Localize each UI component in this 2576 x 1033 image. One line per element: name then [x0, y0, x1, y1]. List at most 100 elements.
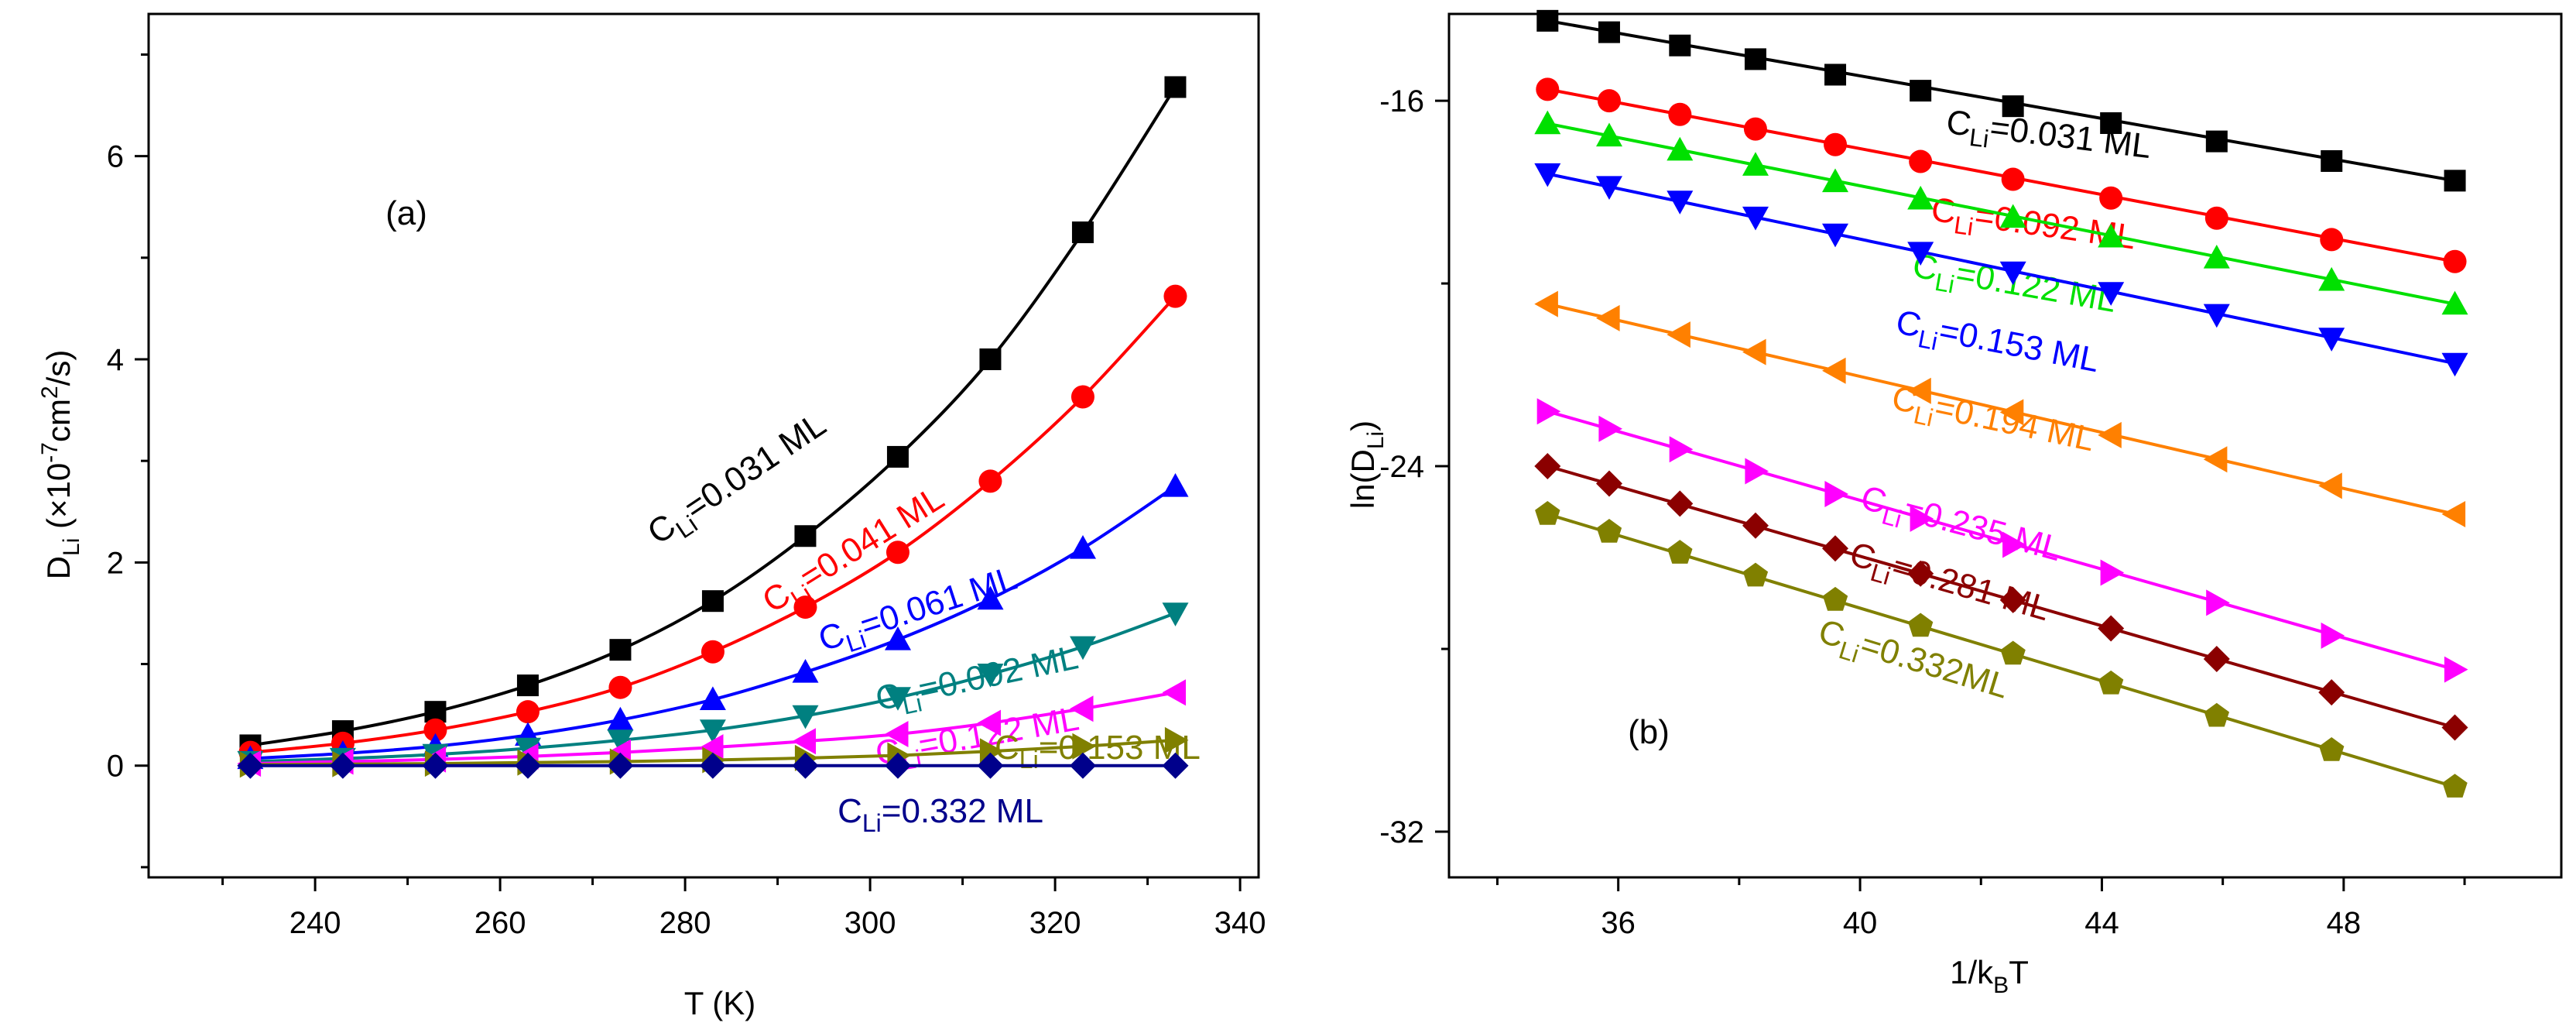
data-point: [2100, 112, 2122, 134]
data-point: [1667, 490, 1694, 517]
data-point: [516, 674, 539, 697]
series-line: [1547, 122, 2455, 306]
series-label-part: =0.153 ML: [1936, 311, 2102, 379]
data-point: [1742, 152, 1769, 176]
y-tick-label: 0: [107, 750, 124, 784]
data-point: [1667, 136, 1694, 161]
data-point: [607, 729, 634, 753]
series-label-part: =0.332 ML: [882, 792, 1043, 830]
data-point: [2318, 328, 2345, 352]
data-point: [886, 445, 909, 468]
panel-b: 36 40 44 48-16-24-321/kBTln(DLi)(b)CLi=0.03…: [1345, 9, 2563, 998]
data-point: [792, 705, 819, 729]
data-point: [1669, 436, 1694, 463]
data-point: [977, 752, 1004, 779]
x-tick-label: 40: [1843, 906, 1878, 940]
data-point: [2002, 95, 2024, 118]
series-label-part: =0.031 ML: [677, 405, 833, 527]
data-point: [1907, 185, 1934, 210]
series-label-part: C: [872, 676, 904, 719]
series-label: CLi=0.332 ML: [838, 792, 1043, 837]
series-label-sub: Li: [1968, 123, 1990, 153]
data-point: [2098, 282, 2125, 306]
y-axis-title-part: cm: [40, 399, 77, 442]
data-point: [423, 718, 447, 742]
series-label-sub: Li: [1916, 324, 1940, 355]
data-point: [1070, 636, 1096, 661]
data-point: [701, 590, 724, 613]
data-point: [2441, 714, 2468, 741]
data-point: [422, 752, 449, 779]
data-point: [2442, 774, 2468, 798]
data-point: [2205, 130, 2228, 153]
data-point: [2001, 167, 2025, 191]
x-tick-label: 48: [2327, 906, 2362, 940]
plot-frame: [1447, 12, 2563, 879]
data-point: [1669, 34, 1691, 57]
series-label-part: =0.041 ML: [793, 479, 951, 596]
data-point: [2099, 186, 2123, 210]
data-point: [1534, 163, 1561, 187]
data-point: [2444, 656, 2468, 683]
x-axis-title-part: 1/k: [1950, 954, 1994, 990]
y-axis-title-part: /s): [40, 350, 77, 386]
data-point: [1164, 76, 1187, 98]
series-line: [1547, 88, 2455, 263]
data-point: [1999, 261, 2026, 286]
x-tick-label: 280: [659, 906, 711, 940]
data-point: [1999, 586, 2026, 613]
series-label-part: C: [995, 729, 1019, 767]
data-point: [2321, 149, 2343, 172]
data-point: [1598, 21, 1620, 43]
series-label: CLi=0.235 ML: [1855, 479, 2066, 575]
data-point: [1908, 613, 1934, 637]
data-point: [1070, 385, 1094, 409]
data-point: [2100, 559, 2125, 586]
series-2: CLi=0.092 ML: [1536, 77, 2467, 273]
data-point: [2319, 737, 2345, 761]
panel-label: (a): [385, 194, 427, 232]
data-point: [2206, 589, 2230, 616]
data-point: [2098, 421, 2122, 448]
data-point: [1824, 63, 1847, 86]
data-point: [1598, 415, 1622, 442]
series-label-part: =0.194 ML: [1931, 388, 2098, 458]
data-point: [2203, 304, 2230, 328]
data-point: [2204, 702, 2229, 727]
data-point: [1536, 9, 1559, 32]
data-point: [2318, 266, 2345, 291]
data-point: [699, 686, 726, 710]
series-label-part: =0.092 ML: [915, 638, 1081, 709]
y-tick-label: 6: [107, 140, 124, 174]
data-point: [329, 752, 356, 779]
data-point: [701, 640, 724, 664]
y-axis-title-sub: Li: [1363, 431, 1389, 449]
series-line: [1547, 302, 2455, 516]
x-axis-title: 1/kBT: [1950, 954, 2029, 998]
data-point: [2204, 206, 2228, 230]
y-tick-label: 4: [107, 343, 124, 377]
data-point: [1072, 733, 1096, 760]
x-tick-label: 260: [474, 906, 526, 940]
data-point: [885, 626, 911, 650]
data-point: [1070, 535, 1096, 559]
data-point: [237, 752, 264, 779]
data-point: [1822, 223, 1848, 248]
data-point: [2203, 446, 2228, 473]
data-point: [2441, 290, 2468, 315]
data-point: [1536, 398, 1561, 425]
data-point: [1822, 168, 1848, 193]
data-point: [516, 700, 540, 724]
data-point: [2098, 670, 2124, 695]
series-line: [1547, 19, 2455, 183]
data-point: [1164, 726, 1189, 753]
x-tick-label: 36: [1601, 906, 1636, 940]
y-axis: -16 -24 -32: [1379, 84, 1449, 849]
data-point: [1070, 695, 1094, 722]
data-point: [1162, 752, 1189, 779]
data-point: [1822, 357, 1846, 384]
y-tick-label: 2: [107, 546, 124, 580]
data-point: [1742, 512, 1769, 539]
